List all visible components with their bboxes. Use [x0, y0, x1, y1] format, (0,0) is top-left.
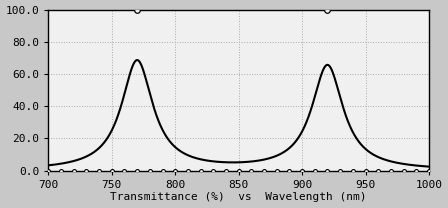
X-axis label: Transmittance (%)  vs  Wavelength (nm): Transmittance (%) vs Wavelength (nm): [110, 192, 367, 202]
